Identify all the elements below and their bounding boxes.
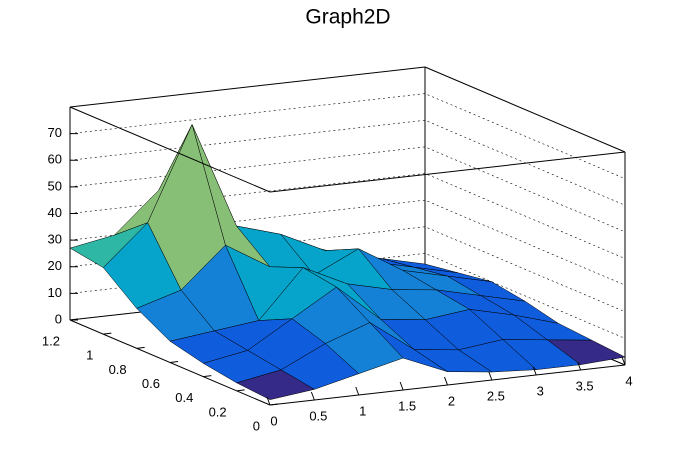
y-tick-label: 1.2 [42,333,60,348]
y-tick-label: 1 [86,348,93,363]
y-tick-label: 0.2 [209,404,227,419]
z-tick-label: 10 [48,285,62,300]
z-tick-label: 0 [55,311,62,326]
x-tick-label: 1.5 [398,398,416,413]
grid-line [69,93,626,179]
surface-cell [235,369,316,400]
x-tick [488,371,493,381]
box-edge [424,66,626,153]
y-tick [169,361,179,363]
x-tick [621,356,626,366]
z-tick-label: 40 [48,205,62,220]
y-tick-label: 0.6 [142,376,160,391]
x-tick [444,376,448,386]
y-tick [203,375,212,378]
y-tick [269,403,279,406]
chart-title: Graph2D [305,6,390,29]
x-tick [399,381,404,391]
y-tick [136,346,145,349]
y-tick-label: 0 [253,418,260,433]
x-tick [355,386,360,396]
y-tick-label: 0.4 [175,390,193,405]
box-edge [69,66,426,108]
x-tick-label: 2.5 [487,388,505,403]
y-tick [103,332,112,335]
x-tick-label: 0 [270,413,277,428]
box-edge [69,106,271,193]
x-tick-label: 4 [625,373,632,388]
y-tick-label: 0.8 [109,362,127,377]
y-tick [69,318,79,321]
x-tick [577,361,582,371]
x-tick-label: 0.5 [309,408,327,423]
x-tick [532,366,537,376]
x-tick-label: 3.5 [576,378,594,393]
z-tick-label: 50 [48,178,62,193]
z-tick-label: 60 [48,152,62,167]
x-tick-label: 1 [359,403,366,418]
y-tick [236,389,245,392]
grid-line [69,119,626,206]
x-tick-label: 2 [448,393,455,408]
x-tick [310,391,315,401]
x-tick [266,396,271,406]
x-tick-label: 3 [537,383,544,398]
z-tick-label: 70 [48,125,62,140]
box-edge [269,151,626,193]
z-tick-label: 30 [48,232,62,247]
z-tick-label: 20 [48,258,62,273]
